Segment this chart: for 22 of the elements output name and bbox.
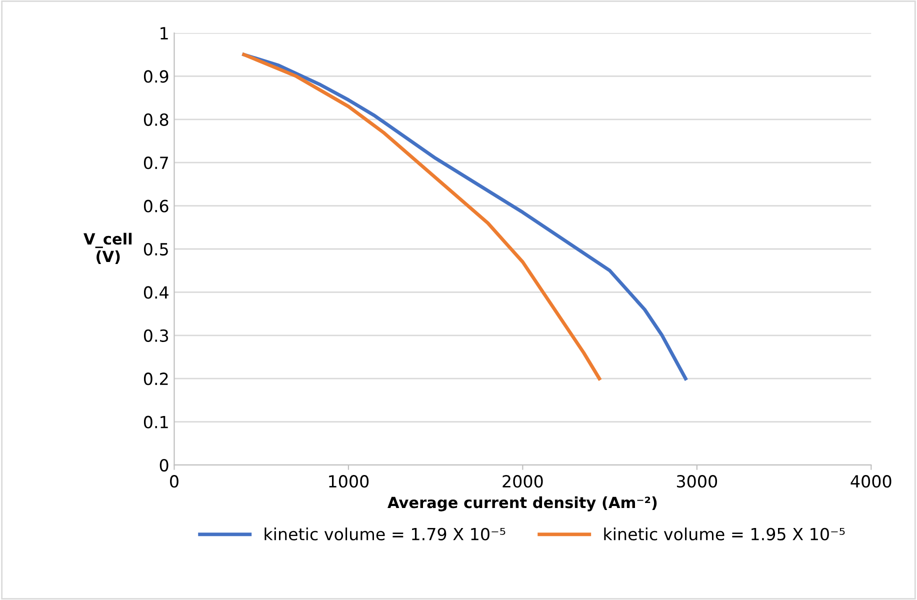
y-tick-label: 1 [160,27,168,40]
y-axis-title: V_cell (V) [84,232,132,264]
legend-label: kinetic volume = 1.79 X 10⁻⁵ [264,528,506,540]
y-tick-label: 0.7 [144,156,168,170]
x-tick-label: 2000 [502,475,543,488]
x-tick-label: 4000 [850,475,892,488]
y-tick-label: 0.4 [144,286,168,299]
x-tick-label: 3000 [676,475,718,488]
y-tick-label: 0 [160,458,168,472]
y-tick-label: 0.9 [144,70,168,83]
y-tick-label: 0.8 [144,113,168,126]
y-tick-label: 0.2 [144,372,168,386]
y-tick-label: 0.6 [144,200,168,212]
y-tick-label: 0.5 [144,242,168,256]
line-series [242,52,602,380]
x-axis-title: Average current density (Am⁻²) [388,496,657,512]
x-tick-label: 1000 [329,475,369,488]
x-tick-label: 0 [170,475,178,488]
y-tick-label: 0.3 [144,329,168,342]
legend-label: kinetic volume = 1.95 X 10⁻⁵ [604,528,845,540]
line-series [242,52,688,380]
y-tick-label: 0.1 [144,416,168,428]
